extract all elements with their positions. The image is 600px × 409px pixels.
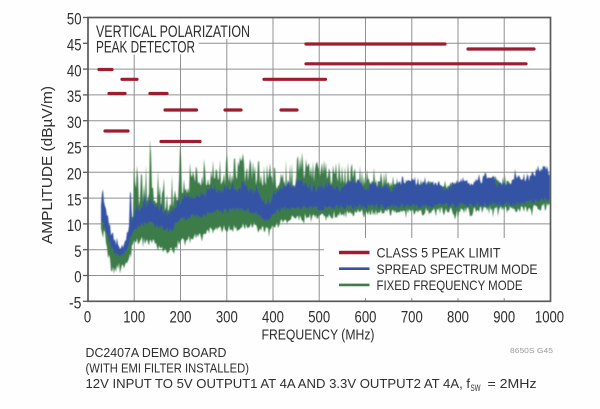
svg-text:45: 45 xyxy=(67,36,82,55)
svg-text:500: 500 xyxy=(308,308,330,327)
svg-text:200: 200 xyxy=(170,308,192,327)
svg-text:PEAK DETECTOR: PEAK DETECTOR xyxy=(96,38,195,56)
svg-text:35: 35 xyxy=(67,87,82,106)
svg-text:700: 700 xyxy=(401,308,423,327)
svg-text:CLASS 5 PEAK LIMIT: CLASS 5 PEAK LIMIT xyxy=(377,245,501,261)
svg-text:25: 25 xyxy=(67,139,82,158)
svg-text:AMPLITUDE (dBµV/m): AMPLITUDE (dBµV/m) xyxy=(39,86,56,244)
svg-text:12V INPUT TO 5V OUTPUT1 AT 4A: 12V INPUT TO 5V OUTPUT1 AT 4A AND 3.3V O… xyxy=(86,376,471,391)
svg-text:SPREAD SPECTRUM MODE: SPREAD SPECTRUM MODE xyxy=(377,261,538,277)
svg-text:600: 600 xyxy=(355,308,377,327)
svg-text:800: 800 xyxy=(447,308,469,327)
svg-text:900: 900 xyxy=(493,308,515,327)
svg-text:0: 0 xyxy=(84,308,91,327)
svg-text:FREQUENCY (MHz): FREQUENCY (MHz) xyxy=(262,327,375,344)
svg-text:15: 15 xyxy=(67,190,82,209)
svg-text:0: 0 xyxy=(74,268,81,287)
svg-text:50: 50 xyxy=(67,10,82,29)
svg-text:5: 5 xyxy=(74,242,81,261)
svg-text:40: 40 xyxy=(67,61,82,80)
svg-text:1000: 1000 xyxy=(535,308,564,327)
svg-text:VERTICAL POLARIZATION: VERTICAL POLARIZATION xyxy=(96,23,250,41)
svg-text:FIXED FREQUENCY MODE: FIXED FREQUENCY MODE xyxy=(377,277,523,293)
svg-text:20: 20 xyxy=(67,165,82,184)
svg-text:100: 100 xyxy=(123,308,145,327)
svg-text:10: 10 xyxy=(67,216,82,235)
svg-text:= 2MHz: = 2MHz xyxy=(488,376,537,391)
svg-text:400: 400 xyxy=(262,308,284,327)
svg-text:SW: SW xyxy=(471,383,481,394)
svg-text:DC2407A DEMO BOARD: DC2407A DEMO BOARD xyxy=(86,345,227,360)
svg-text:30: 30 xyxy=(67,113,82,132)
svg-text:-5: -5 xyxy=(69,294,82,313)
svg-text:(WITH EMI FILTER INSTALLED): (WITH EMI FILTER INSTALLED) xyxy=(86,361,250,376)
svg-text:8650S G45: 8650S G45 xyxy=(510,346,553,355)
svg-text:300: 300 xyxy=(216,308,238,327)
